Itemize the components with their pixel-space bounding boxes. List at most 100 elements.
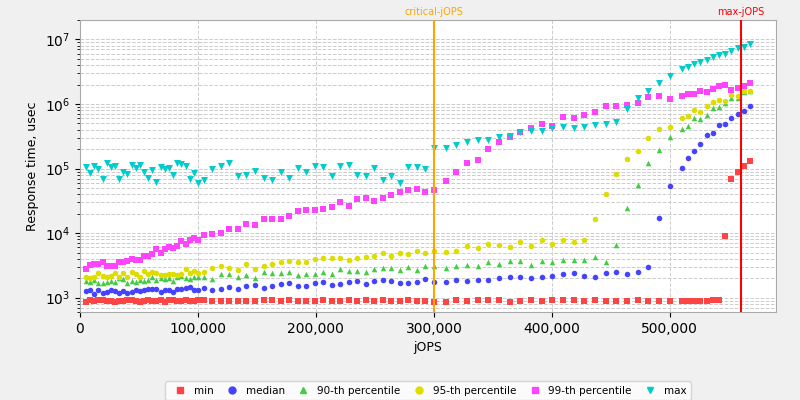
Point <box>113 274 126 280</box>
Point <box>567 297 580 303</box>
Point <box>84 279 97 285</box>
Point <box>675 114 688 121</box>
Point <box>162 297 175 304</box>
Point <box>653 80 666 86</box>
Point <box>694 298 706 304</box>
Point <box>125 288 138 295</box>
Point <box>130 256 142 263</box>
Point <box>482 277 494 284</box>
Point <box>134 298 146 305</box>
Point <box>419 189 432 195</box>
Point <box>610 298 623 304</box>
Point <box>493 297 506 304</box>
Point <box>146 298 158 304</box>
Point <box>731 93 744 100</box>
Point <box>146 269 158 275</box>
Point <box>675 126 688 132</box>
Point <box>450 141 462 148</box>
Point <box>96 259 109 266</box>
Text: critical-jOPS: critical-jOPS <box>405 7 463 17</box>
Point <box>100 274 113 280</box>
Point <box>100 160 113 166</box>
Point <box>113 176 126 183</box>
Point <box>134 257 146 264</box>
Point <box>631 95 644 102</box>
Point <box>79 273 92 280</box>
Point <box>427 248 440 254</box>
Point <box>706 297 719 303</box>
Point <box>187 297 200 304</box>
Point <box>706 130 719 136</box>
Point <box>713 103 726 110</box>
Point <box>198 177 210 183</box>
Point <box>84 297 97 303</box>
Point <box>385 192 398 198</box>
Point <box>342 257 355 264</box>
Point <box>738 82 750 89</box>
Point <box>503 273 516 280</box>
Point <box>158 272 171 278</box>
Point <box>249 266 262 272</box>
Point <box>121 171 134 178</box>
Point <box>631 100 644 106</box>
Point <box>266 270 278 276</box>
Point <box>223 160 236 166</box>
Point <box>713 122 726 129</box>
Point <box>385 173 398 180</box>
Point <box>744 80 757 86</box>
Point <box>88 163 101 169</box>
Point <box>461 278 474 284</box>
Point <box>410 278 423 285</box>
Point <box>334 162 346 169</box>
Point <box>546 123 559 130</box>
Point <box>125 161 138 168</box>
Point <box>738 44 750 50</box>
Point <box>113 275 126 282</box>
Point <box>113 290 126 296</box>
Point <box>134 162 146 168</box>
Point <box>368 278 381 284</box>
Point <box>231 286 244 292</box>
Point <box>308 256 321 262</box>
Point <box>214 230 227 236</box>
Point <box>300 207 313 213</box>
Point <box>162 244 175 250</box>
Point <box>450 297 462 303</box>
Point <box>514 239 527 245</box>
Point <box>179 241 192 247</box>
Point <box>300 271 313 277</box>
Point <box>351 255 364 262</box>
Point <box>631 297 644 303</box>
Point <box>146 167 158 174</box>
Point <box>439 144 452 151</box>
Point <box>214 271 227 278</box>
Point <box>100 263 113 270</box>
Point <box>121 290 134 296</box>
Point <box>493 261 506 268</box>
Point <box>317 206 330 212</box>
Point <box>117 298 130 304</box>
Point <box>206 286 218 293</box>
Point <box>731 168 744 175</box>
Point <box>368 198 381 204</box>
Point <box>599 103 612 109</box>
Point <box>214 286 227 292</box>
Point <box>503 258 516 264</box>
Point <box>179 274 192 281</box>
Point <box>427 145 440 151</box>
Point <box>718 82 731 88</box>
Point <box>718 233 731 239</box>
Point <box>359 296 372 303</box>
Point <box>154 289 167 296</box>
Point <box>744 88 757 94</box>
Point <box>567 115 580 122</box>
Point <box>450 262 462 269</box>
Point <box>138 253 150 259</box>
Point <box>493 242 506 248</box>
Point <box>317 297 330 304</box>
Point <box>461 242 474 249</box>
Point <box>461 160 474 166</box>
Point <box>171 286 184 292</box>
Point <box>525 242 538 249</box>
Point <box>326 271 338 277</box>
